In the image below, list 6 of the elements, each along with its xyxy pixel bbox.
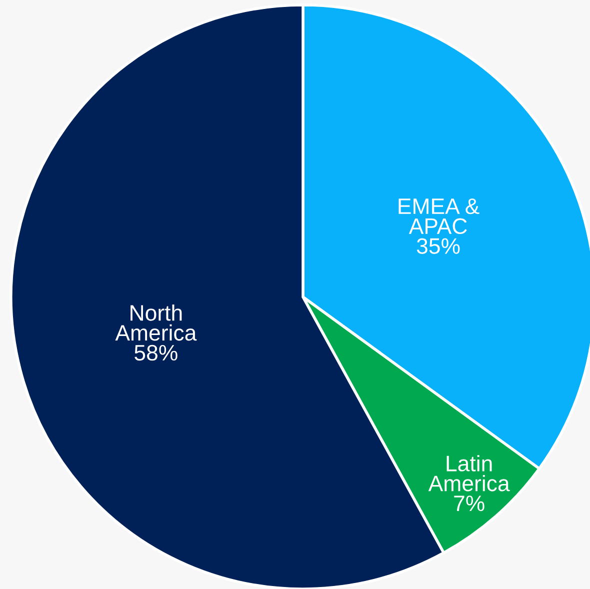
data-label: 58%	[134, 344, 178, 361]
slice-label: North America	[115, 304, 197, 341]
data-label: 7%	[454, 496, 484, 512]
slice-label: Latin America	[428, 455, 510, 492]
slice-label: EMEA & APAC	[398, 198, 480, 234]
data-label: 35%	[416, 238, 460, 254]
